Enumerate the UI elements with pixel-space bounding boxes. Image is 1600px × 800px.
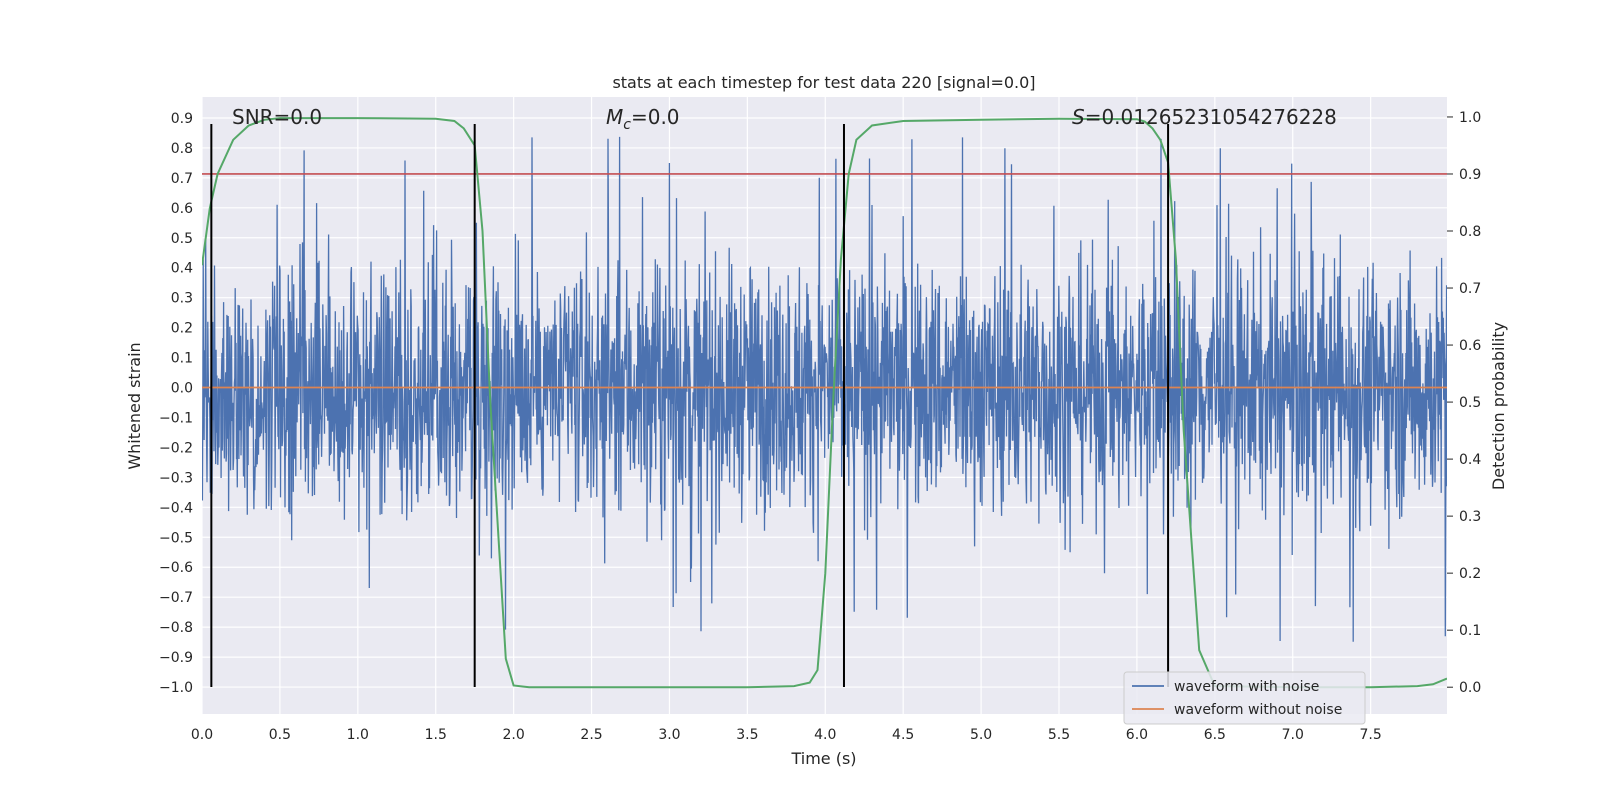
x-tick-label: 3.5 xyxy=(736,727,758,743)
legend-label-noise: waveform with noise xyxy=(1174,679,1319,695)
x-tick-label: 0.5 xyxy=(269,727,291,743)
x-tick-label: 2.5 xyxy=(580,727,602,743)
y2-axis-label: Detection probability xyxy=(1489,322,1508,490)
x-tick-label: 1.0 xyxy=(347,727,369,743)
x-tick-label: 4.5 xyxy=(892,727,914,743)
y2-tick-label: 0.4 xyxy=(1459,452,1481,468)
y-tick-label: 0.7 xyxy=(171,171,193,187)
chirp-mass-value: =0.0 xyxy=(631,105,680,129)
y2-tick-label: 0.5 xyxy=(1459,395,1481,411)
legend-label-clean: waveform without noise xyxy=(1174,702,1342,718)
y-tick-label: −0.6 xyxy=(159,560,193,576)
y2-tick-label: 0.3 xyxy=(1459,509,1481,525)
y-tick-label: 0.8 xyxy=(171,141,193,157)
x-tick-label: 6.5 xyxy=(1204,727,1226,743)
y-tick-label: −0.9 xyxy=(159,650,193,666)
s-value: =0.01265231054276228 xyxy=(1085,105,1337,129)
s-symbol: S xyxy=(1072,105,1085,129)
chirp-mass-subscript: c xyxy=(623,117,631,133)
y-tick-label: −0.5 xyxy=(159,530,193,546)
y-tick-label: 0.1 xyxy=(171,351,193,367)
chirp-mass-symbol: M xyxy=(606,105,623,129)
chart-title: stats at each timestep for test data 220… xyxy=(612,73,1035,92)
y-tick-label: 0.3 xyxy=(171,291,193,307)
y2-tick-label: 0.0 xyxy=(1459,680,1481,696)
y-tick-label: −1.0 xyxy=(159,680,193,696)
x-tick-label: 6.0 xyxy=(1126,727,1148,743)
legend: waveform with noise waveform without noi… xyxy=(1123,671,1366,725)
y-tick-label: −0.3 xyxy=(159,470,193,486)
y-tick-label: −0.4 xyxy=(159,500,193,516)
x-tick-label: 4.0 xyxy=(814,727,836,743)
x-tick-label: 7.0 xyxy=(1282,727,1304,743)
y-tick-label: 0.0 xyxy=(171,381,193,397)
y-tick-label: 0.9 xyxy=(171,111,193,127)
y2-tick-label: 0.9 xyxy=(1459,167,1481,183)
y2-tick-label: 0.6 xyxy=(1459,338,1481,354)
series-waveform-with-noise xyxy=(202,136,1447,642)
y-tick-label: −0.1 xyxy=(159,410,193,426)
s-annotation: S=0.01265231054276228 xyxy=(1072,105,1337,129)
ticks: 0.0 0.5 1.0 1.5 2.0 2.5 3.0 3.5 4.0 4.5 5.0 5.5 6.0 6… xyxy=(159,110,1481,743)
x-tick-label: 7.5 xyxy=(1360,727,1382,743)
x-tick-label: 3.0 xyxy=(658,727,680,743)
y-axis-label: Whitened strain xyxy=(125,342,144,469)
y-tick-label: 0.6 xyxy=(171,201,193,217)
y-tick-label: 0.4 xyxy=(171,261,193,277)
y2-tick-label: 0.7 xyxy=(1459,281,1481,297)
y-tick-label: −0.8 xyxy=(159,620,193,636)
x-tick-label: 5.5 xyxy=(1048,727,1070,743)
snr-annotation: SNR=0.0 xyxy=(232,105,322,129)
chirp-mass-annotation: Mc=0.0 xyxy=(606,105,680,133)
x-tick-label: 0.0 xyxy=(191,727,213,743)
y2-tick-label: 0.1 xyxy=(1459,623,1481,639)
y-tick-label: −0.7 xyxy=(159,590,193,606)
x-tick-label: 2.0 xyxy=(503,727,525,743)
x-tick-label: 5.0 xyxy=(970,727,992,743)
y-tick-label: 0.2 xyxy=(171,321,193,337)
y2-tick-label: 1.0 xyxy=(1459,110,1481,126)
legend-box xyxy=(1123,671,1366,725)
x-axis-label: Time (s) xyxy=(790,749,856,768)
x-tick-label: 1.5 xyxy=(425,727,447,743)
y-tick-label: −0.2 xyxy=(159,440,193,456)
series-detection-probability xyxy=(202,117,1447,689)
y2-tick-label: 0.8 xyxy=(1459,224,1481,240)
data-layer xyxy=(202,117,1447,689)
y2-tick-label: 0.2 xyxy=(1459,566,1481,582)
y-tick-label: 0.5 xyxy=(171,231,193,247)
